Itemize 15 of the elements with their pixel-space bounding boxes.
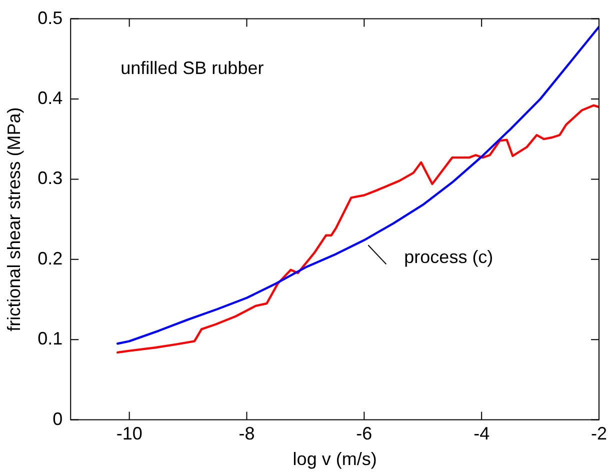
y-tick-label: 0 xyxy=(52,408,63,429)
y-tick-label: 0.2 xyxy=(38,248,63,268)
x-axis-title: log v (m/s) xyxy=(292,449,377,470)
y-tick-label: 0.1 xyxy=(38,328,63,349)
x-tick-label: -6 xyxy=(356,424,372,444)
y-tick-label: 0.5 xyxy=(38,8,63,28)
y-tick-label: 0.3 xyxy=(38,168,63,188)
x-tick-label: -4 xyxy=(474,424,490,444)
x-tick-label: -8 xyxy=(238,424,255,444)
annotation: unfilled SB rubber xyxy=(120,58,264,78)
y-axis-title: frictional shear stress (MPa) xyxy=(4,107,24,332)
x-tick-label: -10 xyxy=(116,424,142,444)
y-tick-label: 0.4 xyxy=(38,88,63,108)
series-label: process (c) xyxy=(404,247,494,268)
x-tick-label: -2 xyxy=(590,424,608,444)
